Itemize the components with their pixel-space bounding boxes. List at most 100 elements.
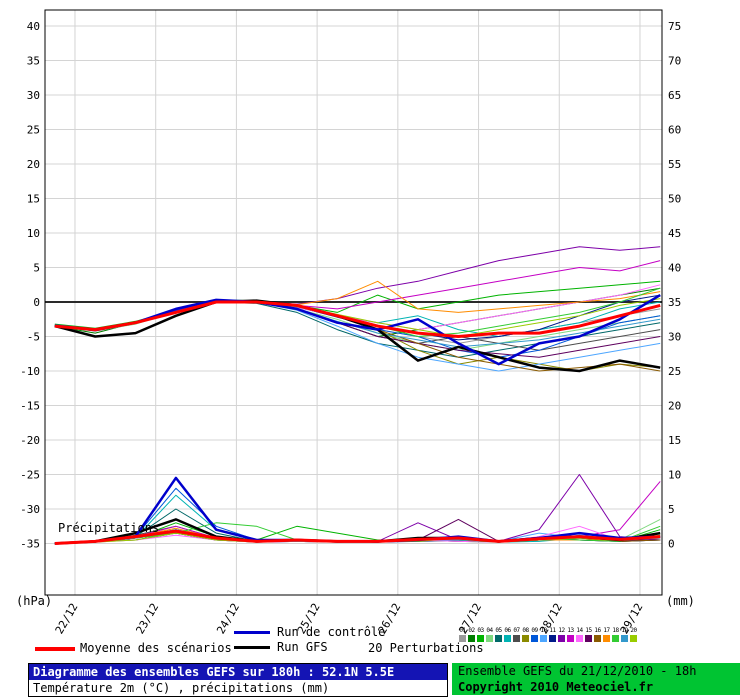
perturbation-number: 03 <box>477 627 484 634</box>
right-axis-tick-label: 60 <box>668 124 681 137</box>
control-line-label: Run de contrôle <box>277 625 386 639</box>
perturbation-number: 11 <box>549 627 556 634</box>
perturbation-legend-item: 16 <box>593 627 602 642</box>
perturbation-legend-item: 13 <box>566 627 575 642</box>
left-axis-tick-label: 35 <box>27 55 40 68</box>
perturbation-color-swatch <box>567 635 574 642</box>
right-axis-tick-label: 40 <box>668 262 681 275</box>
perturbation-legend-item: 02 <box>467 627 476 642</box>
precip-series-mean <box>54 529 661 545</box>
left-axis-tick-label: 15 <box>27 193 40 206</box>
temp-series-control <box>54 294 661 366</box>
perturbation-legend-item: 18 <box>611 627 620 642</box>
left-axis-tick-label: 0 <box>33 296 40 309</box>
perturbation-color-swatch <box>522 635 529 642</box>
left-axis-tick-label: 10 <box>27 227 40 240</box>
perturbation-legend-item: 08 <box>521 627 530 642</box>
left-axis-tick-label: 40 <box>27 20 40 33</box>
plot-border <box>44 9 663 596</box>
perturbation-legend-item: 15 <box>584 627 593 642</box>
perturbation-legend-item: 10 <box>539 627 548 642</box>
perturbation-color-swatch <box>576 635 583 642</box>
diagram-title: Diagramme des ensembles GEFS sur 180h : … <box>29 664 447 680</box>
perturbation-legend-item: 06 <box>503 627 512 642</box>
perturbation-number: 17 <box>603 627 610 634</box>
perturbation-number: 20 <box>630 627 637 634</box>
left-axis-tick-label: -15 <box>20 400 40 413</box>
right-axis-tick-label: 10 <box>668 469 681 482</box>
left-axis-tick-label: 20 <box>27 158 40 171</box>
right-axis-tick-label: 15 <box>668 434 681 447</box>
perturbation-color-swatch <box>486 635 493 642</box>
perturbation-legend-item: 07 <box>512 627 521 642</box>
right-axis-tick-label: 70 <box>668 55 681 68</box>
perturbation-legend-item: 05 <box>494 627 503 642</box>
perturbation-color-swatch <box>459 635 466 642</box>
perturbation-legend-item: 12 <box>557 627 566 642</box>
right-axis-unit: (mm) <box>666 594 695 608</box>
perturbation-number: 02 <box>468 627 475 634</box>
left-axis-tick-label: -25 <box>20 469 40 482</box>
right-axis-tick-label: 65 <box>668 89 681 102</box>
right-axis-tick-label: 50 <box>668 193 681 206</box>
perturbation-color-swatch <box>594 635 601 642</box>
perturbations-label: 20 Perturbations <box>368 641 484 655</box>
perturbation-swatches: 01 02 03 04 05 06 07 08 09 10 11 12 13 14 15 16 17 18 19 20 <box>458 627 638 642</box>
temp-series-gfs <box>54 299 661 373</box>
diagram-subtitle: Température 2m (°C) , précipitations (mm… <box>29 680 447 696</box>
perturbation-color-swatch <box>468 635 475 642</box>
perturbation-legend-item: 11 <box>548 627 557 642</box>
left-axis-tick-label: -10 <box>20 365 40 378</box>
right-axis-tick-label: 75 <box>668 20 681 33</box>
ensemble-chart: 4035302520151050-5-10-15-20-25-30-357570… <box>20 9 681 636</box>
left-axis-unit: (hPa) <box>16 594 53 608</box>
gfs-line-swatch <box>234 646 270 649</box>
right-axis-tick-label: 45 <box>668 227 681 240</box>
right-axis-tick-label: 55 <box>668 158 681 171</box>
perturbation-number: 14 <box>576 627 583 634</box>
perturbation-color-swatch <box>612 635 619 642</box>
perturbation-number: 09 <box>531 627 538 634</box>
perturbation-color-swatch <box>495 635 502 642</box>
mean-line-label: Moyenne des scénarios <box>80 641 232 655</box>
perturbation-number: 13 <box>567 627 574 634</box>
right-axis-tick-label: 20 <box>668 400 681 413</box>
gfs-line-label: Run GFS <box>277 640 328 654</box>
precipitations-annotation: Précipitations <box>58 521 160 535</box>
perturbation-number: 04 <box>486 627 493 634</box>
right-axis-tick-label: 0 <box>668 538 675 551</box>
perturbation-number: 08 <box>522 627 529 634</box>
left-axis-tick-label: 30 <box>27 89 40 102</box>
right-axis-tick-label: 35 <box>668 296 681 309</box>
perturbation-color-swatch <box>621 635 628 642</box>
left-axis-tick-label: -35 <box>20 538 40 551</box>
perturbation-number: 06 <box>504 627 511 634</box>
control-line-swatch <box>234 631 270 634</box>
right-axis-tick-label: 5 <box>668 503 675 516</box>
left-axis-tick-label: -20 <box>20 434 40 447</box>
perturbation-number: 19 <box>621 627 628 634</box>
perturbation-color-swatch <box>603 635 610 642</box>
left-axis-tick-label: -30 <box>20 503 40 516</box>
perturbation-legend-item: 14 <box>575 627 584 642</box>
perturbation-legend-item: 17 <box>602 627 611 642</box>
run-info: Ensemble GEFS du 21/12/2010 - 18h <box>452 663 740 679</box>
perturbation-color-swatch <box>630 635 637 642</box>
left-axis-tick-label: -5 <box>27 331 40 344</box>
perturbation-legend-item: 19 <box>620 627 629 642</box>
title-box: Diagramme des ensembles GEFS sur 180h : … <box>28 663 448 697</box>
perturbation-legend-item: 03 <box>476 627 485 642</box>
perturbation-number: 01 <box>459 627 466 634</box>
perturbation-number: 18 <box>612 627 619 634</box>
perturbation-number: 10 <box>540 627 547 634</box>
x-axis-date-label: 23/12 <box>133 601 161 636</box>
perturbation-number: 15 <box>585 627 592 634</box>
perturbation-legend-item: 09 <box>530 627 539 642</box>
left-axis-tick-label: 25 <box>27 124 40 137</box>
perturbation-number: 16 <box>594 627 601 634</box>
right-axis-tick-label: 30 <box>668 331 681 344</box>
perturbation-color-swatch <box>549 635 556 642</box>
perturbation-color-swatch <box>558 635 565 642</box>
perturbation-color-swatch <box>513 635 520 642</box>
right-axis-tick-label: 25 <box>668 365 681 378</box>
